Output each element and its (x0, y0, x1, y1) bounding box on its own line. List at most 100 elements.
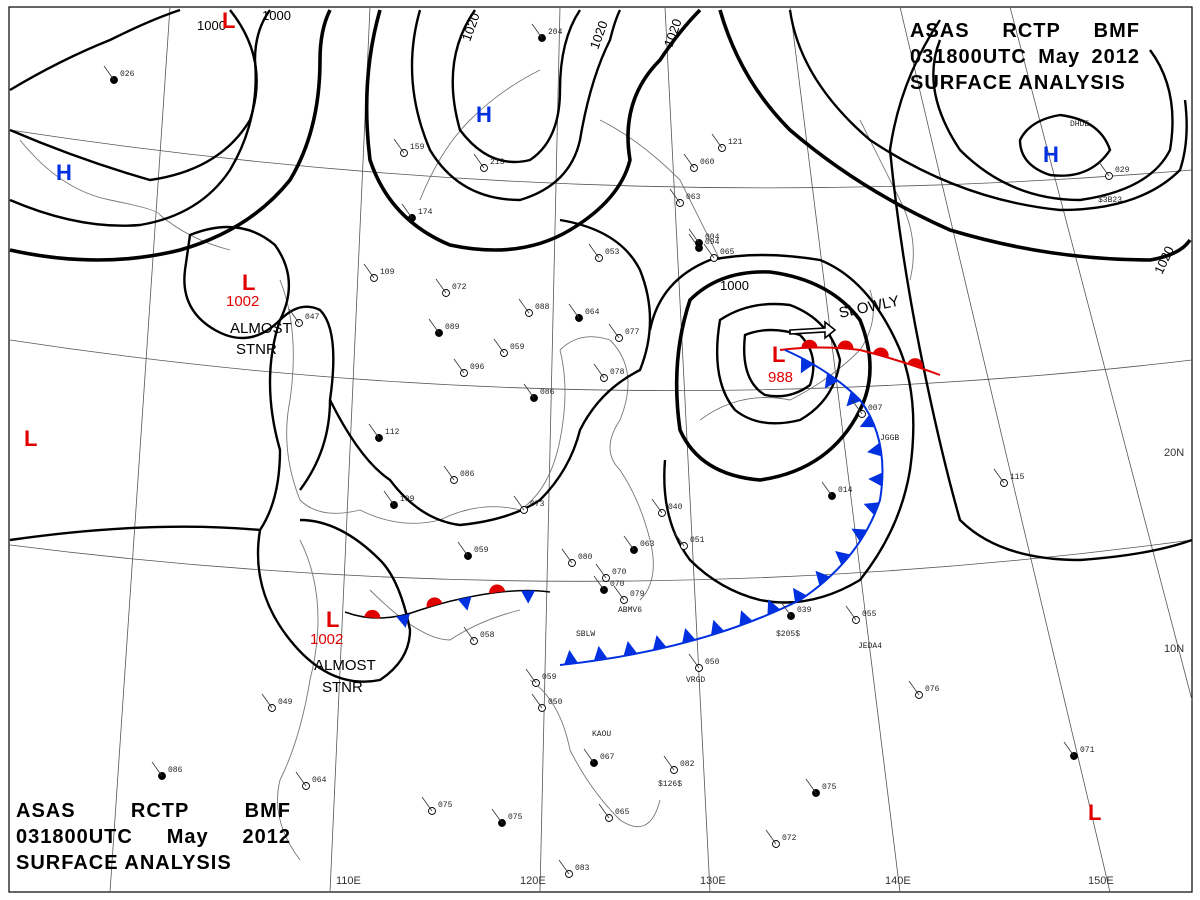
wind-barb (993, 468, 1005, 484)
wind-barb (1063, 741, 1075, 757)
header-month: May (166, 826, 209, 848)
cold-front-symbol (792, 587, 807, 604)
wind-barb (703, 243, 715, 259)
station-pressure: 094 (705, 238, 720, 247)
cold-front-symbol (457, 596, 472, 611)
station-pressure: 051 (690, 536, 705, 545)
wind-barb (623, 535, 635, 551)
low-note: ALMOST (314, 657, 376, 674)
ship-id: VRGD (686, 676, 705, 685)
cold-front-symbol (767, 599, 781, 615)
low-pressure-value: 1002 (310, 631, 343, 648)
wind-barb (561, 548, 573, 564)
station-pressure: 082 (680, 760, 695, 769)
isobar-label: 1000 (262, 8, 291, 23)
station-pressure: 086 (460, 470, 475, 479)
cold-front-symbol (710, 619, 725, 636)
wind-barb (663, 755, 675, 771)
cold-front-symbol (800, 357, 814, 374)
wind-barb (613, 585, 625, 601)
low-note: STNR (322, 679, 363, 696)
station-pressure: 078 (610, 368, 625, 377)
longitude-label: 150E (1088, 875, 1114, 887)
cold-front-symbol (846, 391, 862, 407)
station-pressure: 080 (578, 553, 593, 562)
wind-barb (608, 323, 620, 339)
header-station: RCTP (1002, 20, 1061, 42)
wind-barb (568, 303, 580, 319)
warm-front-symbol (489, 584, 506, 594)
wind-barb (453, 358, 465, 374)
station-pressure: 075 (438, 801, 453, 810)
wind-barb (583, 748, 595, 764)
station-pressure: 064 (312, 776, 327, 785)
wind-barb (435, 278, 447, 294)
ship-id: DHDE (1070, 120, 1089, 129)
station-plots: 026 159 213 174 109 072 089 096 059 112 086 073 109 0… (103, 23, 1130, 878)
low-note: STNR (236, 341, 277, 358)
station-pressure: 089 (445, 323, 460, 332)
station-pressure: 075 (822, 783, 837, 792)
wind-barb (688, 653, 700, 669)
ship-id: SBLW (576, 630, 595, 639)
station-pressure: 204 (548, 28, 563, 37)
ship-id: $3B23 (1098, 196, 1122, 205)
longitude-label: 120E (520, 875, 546, 887)
high-center: H (56, 160, 72, 185)
station-pressure: 055 (862, 610, 877, 619)
wind-barb (261, 693, 273, 709)
station-pressure: 115 (1010, 473, 1025, 482)
header-year: 2012 (242, 826, 291, 848)
station-pressure: 067 (600, 753, 615, 762)
station-pressure: 063 (686, 193, 701, 202)
station-pressure: 072 (452, 283, 467, 292)
wind-barb (288, 308, 300, 324)
longitude-label: 140E (885, 875, 911, 887)
wind-barb (383, 490, 395, 506)
wind-barb (401, 203, 413, 219)
wind-barb (473, 153, 485, 169)
wind-barb (821, 481, 833, 497)
wind-barb (593, 363, 605, 379)
wind-barb (669, 188, 681, 204)
station-pressure: 059 (542, 673, 557, 682)
wind-barb (651, 498, 663, 514)
cold-front-symbol (824, 373, 839, 389)
station-pressure: 063 (640, 540, 655, 549)
station-pressure: 040 (668, 503, 683, 512)
latitude-label: 10N (1164, 643, 1184, 655)
header-code: BMF (244, 800, 291, 822)
wind-barb (493, 338, 505, 354)
latitude-label: 20N (1164, 447, 1184, 459)
low-center: L (772, 342, 785, 367)
ship-id: $205$ (776, 630, 800, 639)
isobar-label: 1000 (197, 18, 226, 33)
warm-front-symbol (364, 609, 381, 619)
cold-front-symbol (564, 649, 578, 665)
station-pressure: 050 (705, 658, 720, 667)
map-header-bottom-left: ASAS RCTP BMF 031800UTC May 2012 SURFACE ANA… (16, 798, 291, 876)
station-pressure: 058 (480, 631, 495, 640)
wind-barb (805, 778, 817, 794)
map-frame (8, 6, 1193, 893)
wind-barb (558, 859, 570, 875)
pressure-centers: L H H L 1002 ALMOST STNR H L L 988 SLOWL… (24, 8, 1101, 825)
ship-id: ABMV6 (618, 606, 642, 615)
station-pressure: 109 (380, 268, 395, 277)
wind-barb (598, 803, 610, 819)
station-pressure: 112 (385, 428, 400, 437)
isobar-label: 1000 (720, 278, 749, 293)
isobars (9, 8, 1193, 683)
header-agency: ASAS (16, 800, 76, 822)
cold-front-symbol (521, 590, 536, 604)
wind-barb (688, 228, 700, 244)
longitude-label: 110E (336, 875, 361, 887)
cold-front-symbol (859, 414, 876, 428)
wind-barb (673, 531, 685, 547)
low-pressure-value: 988 (768, 369, 793, 386)
wind-barb (765, 829, 777, 845)
cold-front-symbol (739, 610, 753, 626)
wind-barb (443, 465, 455, 481)
low-pressure-value: 1002 (226, 293, 259, 310)
